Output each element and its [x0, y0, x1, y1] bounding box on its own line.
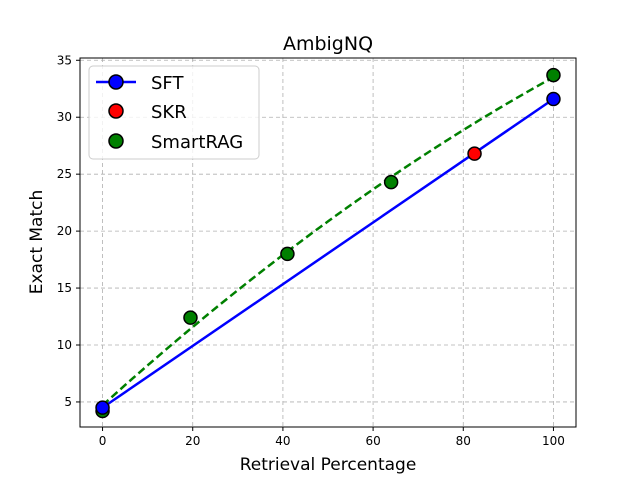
smartrag-point — [383, 174, 399, 190]
legend-sft-label: SFT — [151, 73, 184, 94]
smartrag-fit-line — [101, 76, 555, 407]
sft-point — [546, 91, 561, 107]
y-tick-label: 15 — [57, 281, 72, 295]
legend-box — [88, 65, 260, 160]
y-tick-label: 35 — [57, 53, 72, 67]
y-tick-label: 30 — [57, 110, 72, 124]
x-axis-label: Retrieval Percentage — [240, 455, 417, 475]
y-tick-label: 25 — [57, 167, 72, 181]
axes: 0 20 40 60 80 100 5 10 15 20 25 30 35 — [57, 53, 565, 448]
skr-point — [467, 146, 482, 161]
legend-smartrag-label: SmartRAG — [151, 132, 243, 153]
legend-smartrag-marker — [108, 133, 124, 149]
x-tick-label: 0 — [99, 434, 107, 448]
legend-sft-marker — [108, 74, 124, 90]
plot-frame — [79, 57, 577, 428]
smartrag-point — [183, 310, 198, 325]
grid — [80, 58, 576, 427]
legend: SFT SKR SmartRAG — [88, 65, 260, 160]
smartrag-point — [546, 67, 561, 83]
chart-title: AmbigNQ — [283, 33, 373, 55]
y-tick-label: 5 — [64, 395, 72, 409]
sft-point — [95, 400, 110, 415]
x-tick-label: 40 — [275, 434, 290, 448]
y-tick-label: 20 — [57, 224, 72, 238]
y-tick-label: 10 — [57, 338, 72, 352]
legend-skr-label: SKR — [151, 102, 187, 123]
x-tick-label: 80 — [456, 434, 471, 448]
x-tick-label: 100 — [542, 434, 565, 448]
legend-skr-marker — [108, 103, 124, 119]
x-tick-label: 60 — [365, 434, 380, 448]
smartrag-point — [280, 246, 295, 262]
y-axis-label: Exact Match — [27, 190, 47, 295]
x-tick-label: 20 — [185, 434, 200, 448]
plot-series — [95, 67, 561, 419]
